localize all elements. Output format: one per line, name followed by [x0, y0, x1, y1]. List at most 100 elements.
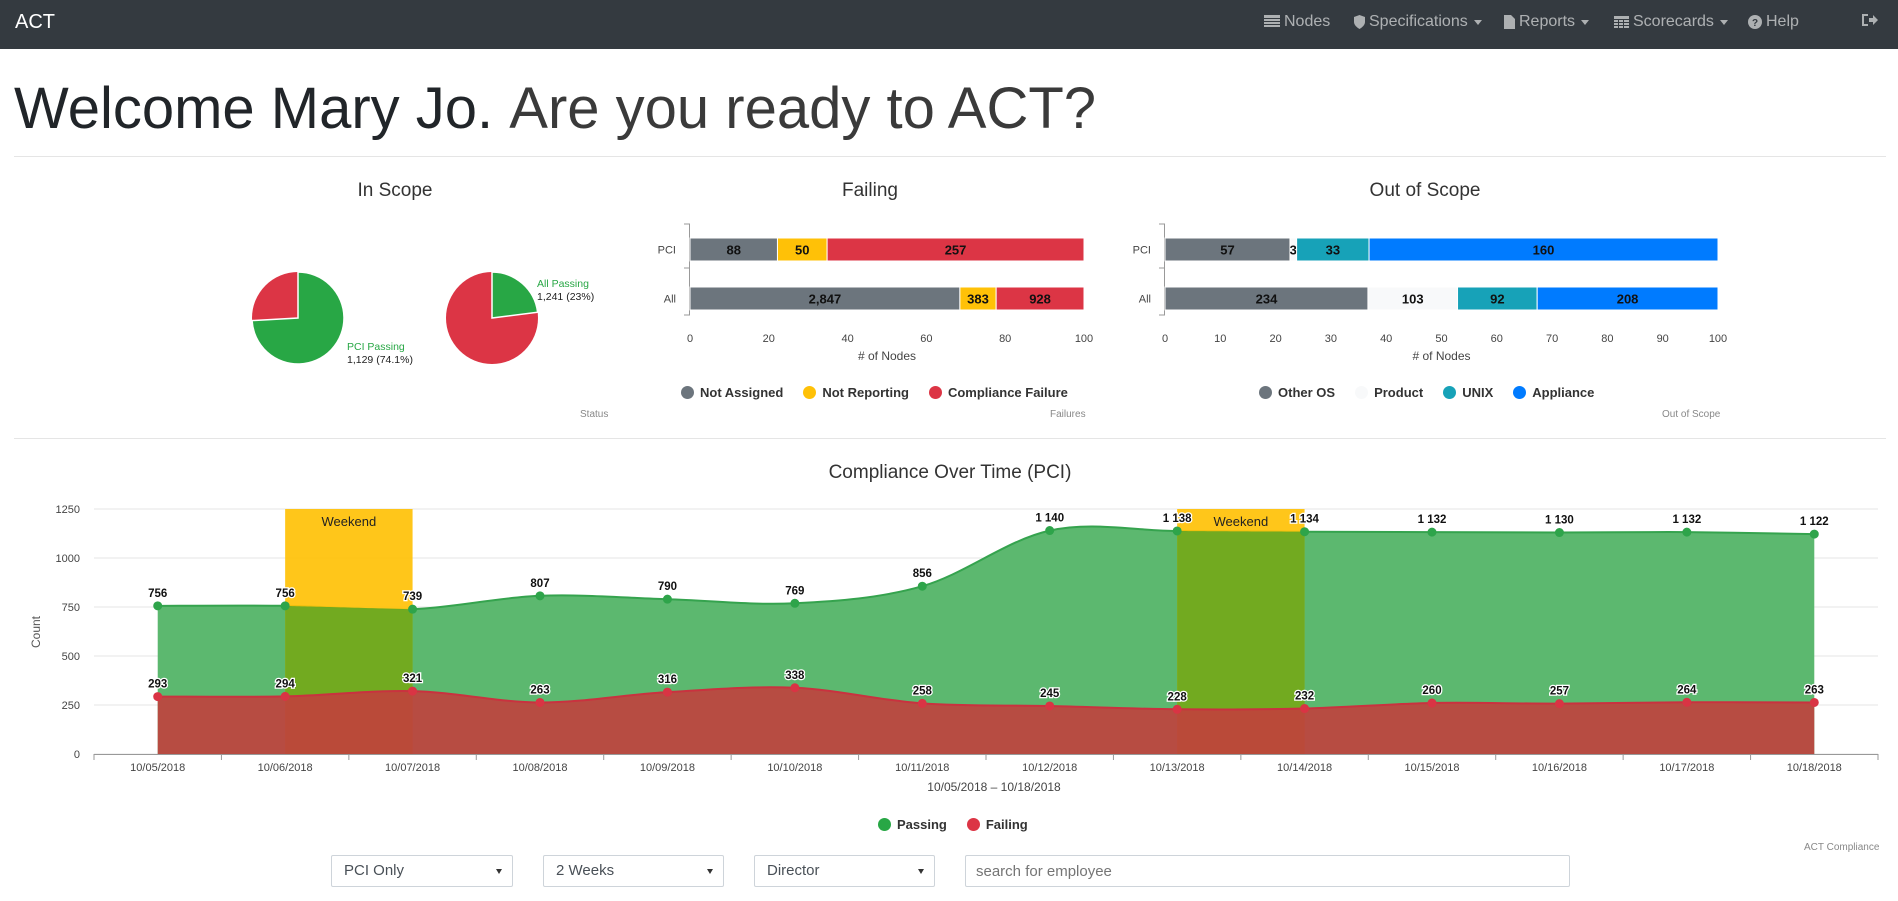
chevron-down-icon	[1581, 20, 1589, 25]
legend-compliance-failure[interactable]: Compliance Failure	[929, 385, 1068, 400]
weekend-band-label: Weekend	[1214, 514, 1269, 529]
data-point-failing[interactable]	[1555, 700, 1563, 708]
compliance-ytick-label: 750	[62, 602, 80, 614]
data-point-passing[interactable]	[791, 599, 799, 607]
range-select[interactable]: 2 Weeks	[543, 855, 724, 887]
data-point-failing[interactable]	[1173, 705, 1181, 713]
data-point-failing[interactable]	[1428, 699, 1436, 707]
failing-title: Failing	[800, 180, 940, 202]
failing-chart: 0 20 40 60 80 100 # of Nodes PCI 88 50 257 All 2,847…	[640, 220, 1100, 370]
pie-pci-label: PCI Passing	[347, 341, 405, 353]
data-point-failing[interactable]	[1810, 698, 1818, 706]
nav-nodes[interactable]: Nodes	[1264, 13, 1330, 31]
data-point-passing[interactable]	[1555, 529, 1563, 537]
legend-passing[interactable]: Passing	[878, 817, 947, 832]
question-circle-icon: ?	[1748, 15, 1762, 29]
logout-button[interactable]	[1862, 13, 1878, 27]
data-point-passing[interactable]	[281, 602, 289, 610]
failing-bar-value: 928	[1029, 292, 1051, 307]
data-point-passing[interactable]	[1810, 530, 1818, 538]
nav-scorecards-label: Scorecards	[1633, 13, 1714, 31]
legend-not-assigned[interactable]: Not Assigned	[681, 385, 783, 400]
legend-unix[interactable]: UNIX	[1443, 385, 1493, 400]
data-point-failing[interactable]	[1046, 702, 1054, 710]
oos-tick-label: 100	[1709, 333, 1727, 345]
chevron-down-icon	[918, 869, 924, 874]
data-point-failing[interactable]	[663, 688, 671, 696]
data-label-failing: 321	[403, 673, 423, 685]
data-label-failing: 316	[658, 674, 677, 686]
data-point-passing[interactable]	[918, 582, 926, 590]
table-icon	[1264, 15, 1280, 29]
in-scope-credit: Status	[580, 409, 608, 420]
data-point-passing[interactable]	[1046, 527, 1054, 535]
failing-bar-value: 2,847	[809, 292, 842, 307]
data-point-passing[interactable]	[154, 602, 162, 610]
data-point-failing[interactable]	[536, 698, 544, 706]
data-point-failing[interactable]	[791, 684, 799, 692]
pie-all-value: 1,241 (23%)	[537, 291, 594, 303]
failing-tick-label: 0	[687, 333, 693, 345]
data-point-passing[interactable]	[1683, 528, 1691, 536]
legend-appliance[interactable]: Appliance	[1513, 385, 1594, 400]
svg-text:?: ?	[1752, 18, 1758, 29]
data-label-failing: 263	[1805, 684, 1824, 696]
compliance-xtick-label: 10/18/2018	[1787, 762, 1842, 774]
employee-search-input[interactable]	[965, 855, 1570, 887]
table-icon	[1614, 16, 1629, 29]
nav-help-label: Help	[1766, 13, 1799, 31]
legend-other-os[interactable]: Other OS	[1259, 385, 1335, 400]
pie-all-label: All Passing	[537, 278, 589, 290]
data-point-failing[interactable]	[154, 693, 162, 701]
compliance-ytick-label: 1250	[56, 504, 80, 516]
role-select[interactable]: Director	[754, 855, 935, 887]
data-point-failing[interactable]	[1683, 698, 1691, 706]
legend-failing[interactable]: Failing	[967, 817, 1028, 832]
data-point-failing[interactable]	[918, 699, 926, 707]
data-point-passing[interactable]	[536, 592, 544, 600]
scope-select[interactable]: PCI Only	[331, 855, 513, 887]
failing-tick-label: 40	[841, 333, 853, 345]
oos-bar-value: 234	[1256, 292, 1278, 307]
data-point-failing[interactable]	[281, 692, 289, 700]
oos-tick-label: 60	[1491, 333, 1503, 345]
data-point-failing[interactable]	[1301, 705, 1309, 713]
oos-tick-label: 30	[1325, 333, 1337, 345]
compliance-xtick-label: 10/07/2018	[385, 762, 440, 774]
sign-out-icon	[1862, 13, 1878, 27]
out-of-scope-credit: Out of Scope	[1662, 409, 1720, 420]
oos-tick-label: 90	[1657, 333, 1669, 345]
failing-bar-value: 383	[967, 292, 989, 307]
data-point-passing[interactable]	[1173, 527, 1181, 535]
nav-help[interactable]: ? Help	[1748, 13, 1799, 31]
brand-logo[interactable]: ACT	[15, 11, 55, 34]
legend-not-reporting[interactable]: Not Reporting	[803, 385, 909, 400]
data-point-passing[interactable]	[1428, 528, 1436, 536]
pie-all-passing-slice[interactable]	[492, 272, 538, 318]
compliance-xtick-label: 10/16/2018	[1532, 762, 1587, 774]
legend-product[interactable]: Product	[1355, 385, 1423, 400]
data-point-passing[interactable]	[409, 605, 417, 613]
nav-specifications[interactable]: Specifications	[1354, 13, 1482, 31]
data-label-failing: 245	[1040, 688, 1060, 700]
data-label-passing: 790	[658, 581, 677, 593]
compliance-xtick-label: 10/14/2018	[1277, 762, 1332, 774]
compliance-ytick-label: 250	[62, 700, 80, 712]
chevron-down-icon	[1474, 20, 1482, 25]
out-of-scope-legend: Other OS Product UNIX Appliance	[1259, 385, 1594, 400]
compliance-xtick-label: 10/09/2018	[640, 762, 695, 774]
page-title: Welcome Mary Jo. Are you ready to ACT?	[14, 75, 1096, 142]
nav-scorecards[interactable]: Scorecards	[1614, 13, 1728, 31]
welcome-tagline: Are you ready to ACT?	[509, 76, 1096, 141]
nav-reports[interactable]: Reports	[1504, 13, 1589, 31]
compliance-xtick-label: 10/17/2018	[1659, 762, 1714, 774]
data-point-passing[interactable]	[663, 595, 671, 603]
failing-credit: Failures	[1050, 409, 1086, 420]
compliance-xlabel: 10/05/2018 – 10/18/2018	[927, 780, 1061, 794]
data-point-failing[interactable]	[409, 687, 417, 695]
oos-xlabel: # of Nodes	[1412, 349, 1470, 363]
oos-row-label: All	[1139, 294, 1151, 306]
data-point-passing[interactable]	[1301, 528, 1309, 536]
divider	[14, 156, 1886, 157]
